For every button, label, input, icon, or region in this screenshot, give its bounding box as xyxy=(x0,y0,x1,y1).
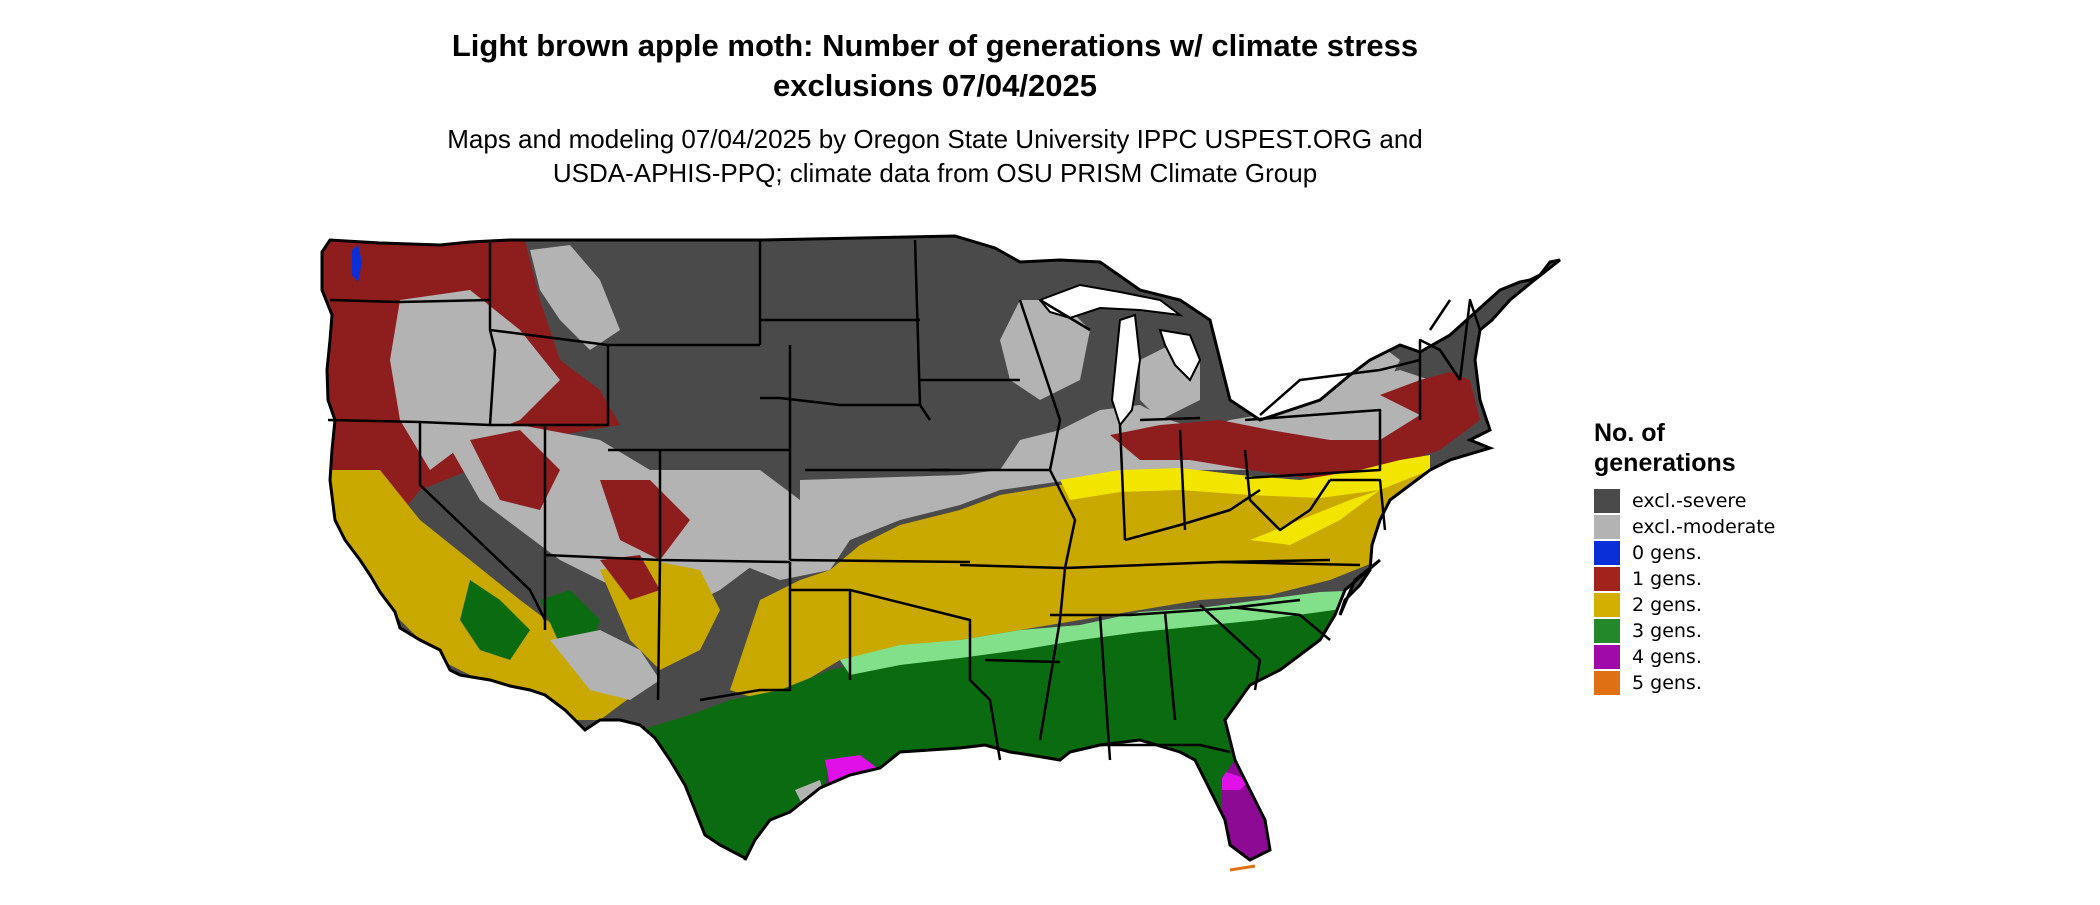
zone-1-gen-nevada xyxy=(470,430,560,510)
zone-0-gen-washington xyxy=(352,245,362,282)
map-title: Light brown apple moth: Number of genera… xyxy=(0,26,1870,106)
zone-excl-moderate-plains xyxy=(800,370,1450,540)
legend-item-0-gens: 0 gens. xyxy=(1594,540,1775,566)
legend-label: 4 gens. xyxy=(1632,646,1702,668)
border-nm-tx xyxy=(788,562,852,680)
border-ga-sc xyxy=(1199,604,1262,691)
zone-3-gen-gulf xyxy=(640,595,1390,860)
zone-1-gen-new-england xyxy=(1380,372,1470,415)
border-va-nc xyxy=(1219,560,1361,567)
zone-excl-moderate-colorado xyxy=(700,470,850,580)
border-pa xyxy=(1244,408,1382,480)
great-lakes xyxy=(1038,283,1202,428)
map-title-line2: exclusions 07/04/2025 xyxy=(772,68,1097,103)
border-tn-south xyxy=(1050,598,1301,617)
border-wi-mi xyxy=(1039,298,1091,332)
border-mi xyxy=(1139,416,1201,422)
border-mo-ar xyxy=(959,563,1066,570)
legend-item-2-gens: 2 gens. xyxy=(1594,592,1775,618)
map-subtitle-line2: USDA-APHIS-PPQ; climate data from OSU PR… xyxy=(552,158,1318,188)
zone-3-gen-light-band xyxy=(840,590,1370,675)
legend-label: excl.-severe xyxy=(1632,490,1747,512)
border-md-de xyxy=(1330,478,1387,531)
legend-title: No. of generations xyxy=(1594,418,1775,478)
border-tx-west xyxy=(699,590,792,702)
map-subtitle: Maps and modeling 07/04/2025 by Oregon S… xyxy=(0,122,1870,190)
zone-4-gen-bright-florida xyxy=(1222,770,1250,790)
zone-excl-moderate-wisconsin xyxy=(1000,300,1090,400)
state-borders xyxy=(327,239,1482,761)
border-al-ga xyxy=(1163,611,1177,721)
legend-label: 2 gens. xyxy=(1632,594,1702,616)
border-nc-sc xyxy=(1229,605,1331,641)
border-ok-tx xyxy=(849,588,1002,761)
legend: No. of generations excl.-severe excl.-mo… xyxy=(1594,418,1775,696)
zone-2-gen-bright-virginia xyxy=(1250,490,1380,545)
legend-item-1-gens: 1 gens. xyxy=(1594,566,1775,592)
border-ohio-river xyxy=(1124,488,1261,542)
legend-label: 3 gens. xyxy=(1632,620,1702,642)
border-new-england xyxy=(1418,298,1482,381)
border-ks-ok xyxy=(789,558,971,564)
legend-title-line1: No. of xyxy=(1594,419,1665,447)
zone-excl-moderate-idaho xyxy=(530,245,620,350)
map-title-line1: Light brown apple moth: Number of genera… xyxy=(451,28,1419,63)
legend-item-3-gens: 3 gens. xyxy=(1594,618,1775,644)
florida-keys xyxy=(1229,864,1256,872)
border-ga-fl xyxy=(1100,743,1231,754)
border-il-in xyxy=(1118,424,1127,541)
legend-label: 1 gens. xyxy=(1632,568,1702,590)
legend-label: excl.-moderate xyxy=(1632,516,1776,538)
legend-item-excl-moderate: excl.-moderate xyxy=(1594,514,1775,540)
legend-swatch xyxy=(1594,593,1620,617)
legend-swatch xyxy=(1594,489,1620,513)
legend-item-excl-severe: excl.-severe xyxy=(1594,488,1775,514)
legend-swatch xyxy=(1594,567,1620,591)
border-sd-ne xyxy=(760,396,932,421)
border-ar-la xyxy=(984,658,1061,664)
us-generations-map xyxy=(320,234,1562,872)
legend-swatch xyxy=(1594,515,1620,539)
border-wa-or xyxy=(329,298,491,304)
lake-superior xyxy=(1038,283,1184,320)
zone-excl-moderate-arizona xyxy=(550,630,660,700)
legend-item-4-gens: 4 gens. xyxy=(1594,644,1775,670)
border-dakotas-mn xyxy=(758,239,922,406)
legend-item-5-gens: 5 gens. xyxy=(1594,670,1775,696)
border-in-oh xyxy=(1178,429,1187,531)
zone-1-gen-utah xyxy=(600,480,690,560)
zone-1-gen-new-mexico xyxy=(600,555,660,600)
border-ca-nv xyxy=(418,422,547,621)
zone-2-gen-belt xyxy=(730,460,1440,700)
legend-swatch xyxy=(1594,671,1620,695)
border-az-nm xyxy=(656,559,662,701)
zone-4-gen-bright-texas xyxy=(825,755,880,785)
lake-huron xyxy=(1158,328,1202,382)
legend-label: 5 gens. xyxy=(1632,672,1702,694)
border-ms-al xyxy=(1098,614,1112,761)
border-id-west xyxy=(488,240,497,426)
zone-3-gen-socal xyxy=(460,580,530,660)
map-subtitle-line1: Maps and modeling 07/04/2025 by Oregon S… xyxy=(447,124,1423,154)
legend-title-line2: generations xyxy=(1594,449,1736,477)
generation-zones xyxy=(322,236,1560,860)
legend-label: 0 gens. xyxy=(1632,542,1702,564)
legend-swatch xyxy=(1594,619,1620,643)
border-wv xyxy=(1243,449,1332,532)
zone-excl-moderate-basin xyxy=(390,290,560,470)
legend-swatch xyxy=(1594,645,1620,669)
border-id-ut xyxy=(490,345,610,427)
border-ny xyxy=(1259,358,1422,420)
zone-1-gen-ohio-valley xyxy=(1110,380,1480,480)
legend-swatch xyxy=(1594,541,1620,565)
lake-michigan xyxy=(1110,313,1142,428)
border-mississippi-river xyxy=(1018,299,1077,741)
